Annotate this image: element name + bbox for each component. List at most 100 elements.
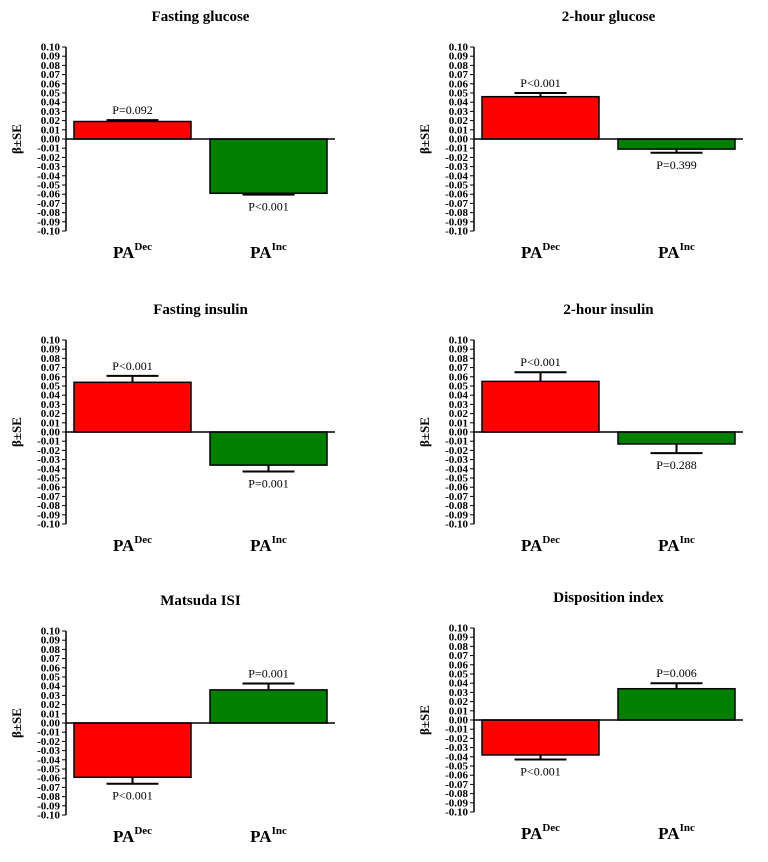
- y-tick-label: 0.05: [449, 88, 469, 100]
- y-tick-label: -0.01: [37, 727, 60, 739]
- y-tick-label: 0.01: [41, 417, 60, 429]
- chart-title: Fasting insulin: [153, 302, 248, 318]
- y-tick-label: 0.06: [449, 78, 469, 90]
- category-label: PAInc: [658, 822, 695, 843]
- y-tick-label: -0.04: [37, 754, 60, 766]
- y-tick-label: -0.03: [37, 161, 60, 173]
- category-label: PADec: [113, 241, 152, 262]
- p-value-label: P=0.288: [656, 458, 696, 472]
- y-tick-label: -0.02: [37, 152, 60, 164]
- y-tick-label: -0.07: [37, 782, 60, 794]
- y-tick-label: -0.07: [37, 491, 60, 503]
- chart-title: Matsuda ISI: [160, 593, 241, 609]
- y-tick-label: 0.02: [41, 115, 61, 127]
- y-tick-label: 0.07: [41, 69, 61, 81]
- y-tick-label: 0.09: [449, 344, 469, 356]
- y-tick-label: -0.06: [37, 482, 60, 494]
- y-tick-label: 0.05: [41, 672, 61, 684]
- y-tick-label: -0.09: [445, 216, 468, 228]
- y-tick-label: 0.01: [41, 124, 60, 136]
- y-tick-label: -0.03: [445, 454, 468, 466]
- y-tick-label: 0.07: [41, 653, 61, 665]
- y-tick-label: 0.10: [41, 626, 61, 638]
- category-label: PAInc: [250, 534, 287, 555]
- y-tick-label: 0.02: [41, 408, 61, 420]
- y-tick-label: -0.02: [37, 736, 60, 748]
- chart-panel-2: 2-hour glucoseβ±SE-0.10-0.09-0.08-0.07-0…: [417, 9, 743, 262]
- y-tick-label: -0.08: [445, 788, 468, 800]
- y-tick-label: 0.08: [41, 60, 61, 72]
- y-axis-label: β±SE: [9, 417, 24, 447]
- y-tick-label: -0.09: [37, 216, 60, 228]
- y-tick-label: -0.02: [37, 445, 60, 457]
- y-tick-label: -0.02: [445, 445, 468, 457]
- y-tick-label: -0.03: [37, 454, 60, 466]
- y-tick-label: -0.03: [445, 161, 468, 173]
- y-tick-label: -0.06: [445, 770, 468, 782]
- p-value-label: P=0.092: [112, 103, 152, 117]
- y-tick-label: 0.00: [41, 718, 61, 730]
- y-tick-label: 0.01: [449, 705, 468, 717]
- y-tick-label: -0.06: [445, 189, 468, 201]
- y-tick-label: 0.04: [41, 681, 61, 693]
- y-tick-label: 0.09: [449, 51, 469, 63]
- y-tick-label: 0.00: [449, 134, 469, 146]
- y-tick-label: -0.01: [37, 436, 60, 448]
- y-tick-label: -0.04: [445, 170, 468, 182]
- y-tick-label: 0.09: [449, 632, 469, 644]
- y-tick-label: 0.09: [41, 635, 61, 647]
- y-tick-label: 0.07: [449, 650, 469, 662]
- chart-title: 2-hour glucose: [562, 9, 656, 25]
- chart-title: 2-hour insulin: [563, 302, 654, 318]
- bar-inc: [617, 687, 736, 721]
- y-tick-label: -0.06: [445, 482, 468, 494]
- y-tick-label: 0.04: [449, 678, 469, 690]
- y-tick-label: -0.01: [445, 724, 468, 736]
- bar-inc: [209, 689, 328, 724]
- y-tick-label: -0.05: [37, 180, 60, 192]
- bar-dec: [73, 722, 192, 779]
- y-tick-label: 0.02: [449, 408, 469, 420]
- category-label: PAInc: [250, 825, 287, 846]
- y-tick-label: -0.10: [445, 519, 468, 531]
- bar-inc: [617, 431, 736, 445]
- y-tick-label: 0.09: [41, 344, 61, 356]
- y-tick-label: 0.06: [41, 371, 61, 383]
- y-tick-label: -0.04: [445, 463, 468, 475]
- y-tick-label: -0.04: [445, 751, 468, 763]
- y-tick-label: -0.08: [37, 791, 60, 803]
- y-tick-label: 0.10: [41, 335, 61, 347]
- p-value-label: P<0.001: [520, 76, 560, 90]
- p-value-label: P=0.001: [248, 477, 288, 491]
- y-tick-label: -0.03: [445, 742, 468, 754]
- p-value-label: P<0.001: [112, 789, 152, 803]
- y-tick-label: 0.10: [41, 42, 61, 54]
- category-label: PAInc: [250, 241, 287, 262]
- y-tick-label: -0.02: [445, 152, 468, 164]
- y-tick-label: -0.09: [37, 509, 60, 521]
- p-value-label: P=0.001: [248, 666, 288, 680]
- y-tick-label: 0.03: [449, 106, 469, 118]
- category-label: PADec: [521, 241, 560, 262]
- y-tick-label: -0.07: [445, 779, 468, 791]
- category-label: PADec: [113, 825, 152, 846]
- y-tick-label: 0.10: [449, 335, 469, 347]
- p-value-label: P<0.001: [520, 765, 560, 779]
- y-tick-label: 0.06: [41, 78, 61, 90]
- y-axis-label: β±SE: [9, 124, 24, 154]
- y-tick-label: -0.09: [445, 509, 468, 521]
- y-tick-label: 0.08: [449, 60, 469, 72]
- bar-dec: [481, 719, 600, 756]
- bar-dec: [481, 95, 600, 140]
- category-label: PADec: [521, 534, 560, 555]
- y-tick-label: 0.07: [449, 69, 469, 81]
- bar-dec: [73, 120, 192, 140]
- p-value-label: P<0.001: [520, 355, 560, 369]
- y-tick-label: 0.02: [41, 699, 61, 711]
- y-tick-label: 0.01: [449, 124, 468, 136]
- bar-inc: [209, 138, 328, 195]
- y-tick-label: 0.06: [449, 659, 469, 671]
- y-tick-label: -0.04: [37, 463, 60, 475]
- category-label: PAInc: [658, 534, 695, 555]
